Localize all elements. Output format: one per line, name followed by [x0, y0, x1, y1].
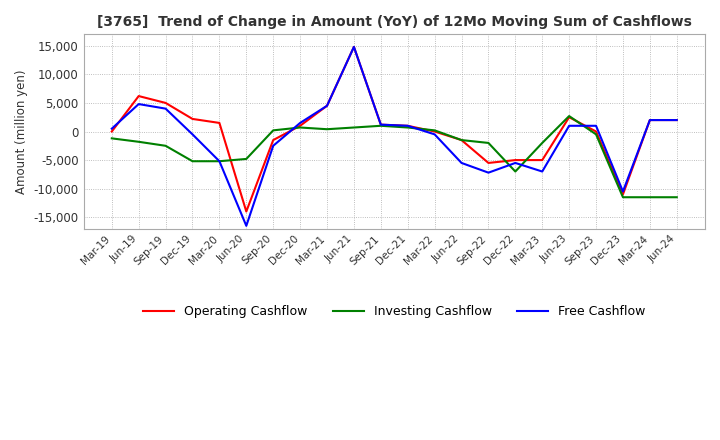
Operating Cashflow — [484, 160, 492, 165]
Operating Cashflow — [135, 93, 143, 99]
Investing Cashflow — [161, 143, 170, 148]
Title: [3765]  Trend of Change in Amount (YoY) of 12Mo Moving Sum of Cashflows: [3765] Trend of Change in Amount (YoY) o… — [96, 15, 692, 29]
Operating Cashflow — [215, 120, 224, 125]
Investing Cashflow — [484, 140, 492, 146]
Free Cashflow — [457, 160, 466, 165]
Operating Cashflow — [564, 114, 573, 120]
Operating Cashflow — [431, 129, 439, 134]
Free Cashflow — [242, 223, 251, 228]
Operating Cashflow — [672, 117, 681, 123]
Operating Cashflow — [323, 103, 331, 108]
Operating Cashflow — [511, 158, 520, 163]
Investing Cashflow — [592, 132, 600, 137]
Operating Cashflow — [296, 123, 305, 128]
Free Cashflow — [269, 143, 277, 148]
Operating Cashflow — [646, 117, 654, 123]
Investing Cashflow — [377, 123, 385, 128]
Investing Cashflow — [350, 125, 359, 130]
Free Cashflow — [646, 117, 654, 123]
Operating Cashflow — [188, 116, 197, 121]
Free Cashflow — [188, 132, 197, 137]
Legend: Operating Cashflow, Investing Cashflow, Free Cashflow: Operating Cashflow, Investing Cashflow, … — [138, 301, 651, 323]
Free Cashflow — [107, 126, 116, 131]
Operating Cashflow — [350, 44, 359, 50]
Investing Cashflow — [431, 128, 439, 133]
Free Cashflow — [618, 189, 627, 194]
Operating Cashflow — [242, 209, 251, 214]
Free Cashflow — [484, 170, 492, 175]
Free Cashflow — [161, 106, 170, 111]
Investing Cashflow — [242, 156, 251, 161]
Investing Cashflow — [215, 158, 224, 164]
Investing Cashflow — [618, 194, 627, 200]
Free Cashflow — [672, 117, 681, 123]
Operating Cashflow — [403, 123, 412, 128]
Line: Free Cashflow: Free Cashflow — [112, 47, 677, 226]
Investing Cashflow — [457, 137, 466, 143]
Investing Cashflow — [672, 194, 681, 200]
Investing Cashflow — [296, 125, 305, 130]
Free Cashflow — [511, 160, 520, 165]
Investing Cashflow — [511, 169, 520, 174]
Investing Cashflow — [564, 114, 573, 119]
Operating Cashflow — [269, 137, 277, 143]
Investing Cashflow — [135, 139, 143, 144]
Free Cashflow — [592, 123, 600, 128]
Free Cashflow — [135, 102, 143, 107]
Operating Cashflow — [107, 129, 116, 134]
Investing Cashflow — [538, 140, 546, 146]
Investing Cashflow — [269, 128, 277, 133]
Investing Cashflow — [188, 158, 197, 164]
Operating Cashflow — [538, 158, 546, 163]
Line: Investing Cashflow: Investing Cashflow — [112, 116, 677, 197]
Investing Cashflow — [403, 125, 412, 130]
Y-axis label: Amount (million yen): Amount (million yen) — [15, 69, 28, 194]
Free Cashflow — [564, 123, 573, 128]
Operating Cashflow — [592, 129, 600, 134]
Operating Cashflow — [457, 137, 466, 143]
Free Cashflow — [538, 169, 546, 174]
Free Cashflow — [296, 120, 305, 125]
Free Cashflow — [403, 123, 412, 128]
Investing Cashflow — [323, 127, 331, 132]
Free Cashflow — [431, 132, 439, 137]
Investing Cashflow — [646, 194, 654, 200]
Operating Cashflow — [377, 122, 385, 127]
Free Cashflow — [215, 158, 224, 164]
Investing Cashflow — [107, 136, 116, 141]
Free Cashflow — [350, 44, 359, 50]
Line: Operating Cashflow: Operating Cashflow — [112, 47, 677, 212]
Operating Cashflow — [618, 192, 627, 197]
Free Cashflow — [377, 122, 385, 127]
Operating Cashflow — [161, 100, 170, 106]
Free Cashflow — [323, 103, 331, 108]
